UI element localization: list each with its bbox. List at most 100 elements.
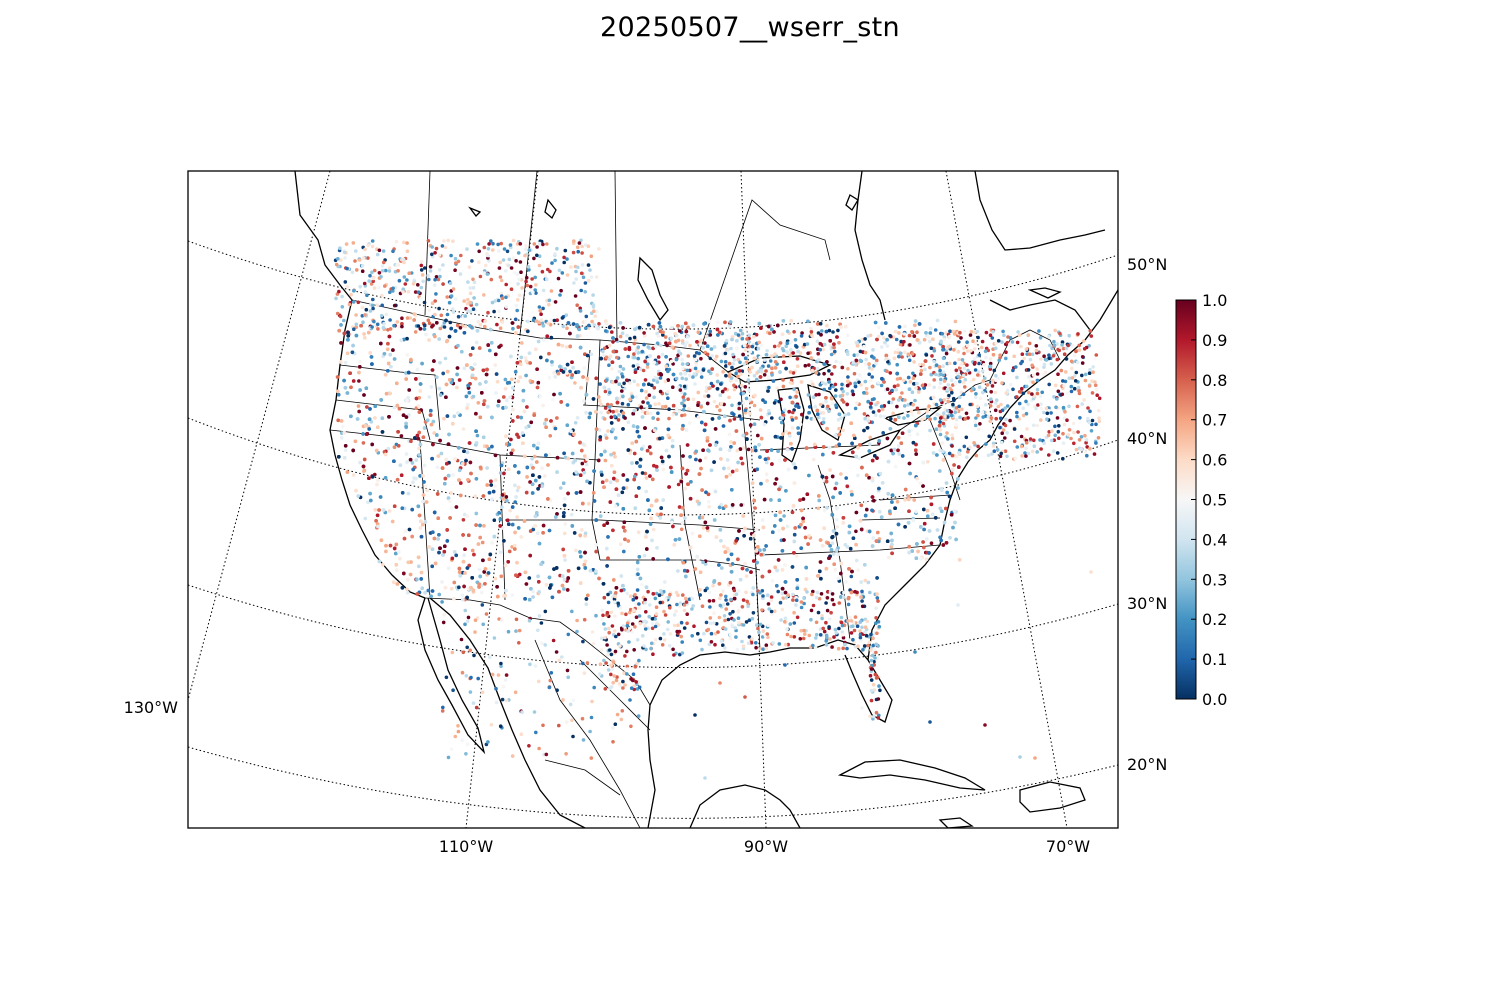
station-point [914, 452, 918, 456]
station-point [700, 488, 704, 492]
station-point [465, 450, 470, 455]
station-point [859, 580, 863, 584]
station-point [457, 585, 461, 590]
station-point [649, 451, 653, 456]
station-point [474, 429, 478, 434]
station-point [752, 356, 757, 361]
station-point [907, 429, 911, 434]
station-point [569, 429, 573, 434]
station-point [609, 421, 614, 425]
station-point [893, 464, 898, 469]
station-point [804, 577, 809, 581]
station-point [482, 524, 486, 528]
station-point [499, 463, 504, 468]
station-point [684, 574, 688, 579]
station-point [442, 416, 446, 421]
station-point [816, 415, 821, 420]
station-point [375, 482, 379, 487]
station-point [666, 427, 671, 432]
station-point [875, 456, 879, 460]
station-point [885, 337, 889, 342]
station-point [454, 505, 459, 509]
station-point [422, 426, 427, 430]
station-point [427, 545, 431, 549]
station-point [702, 322, 706, 326]
station-point [339, 323, 343, 327]
station-point [363, 336, 367, 340]
station-point [470, 259, 474, 263]
station-point [618, 321, 623, 325]
station-point [448, 499, 452, 503]
station-point [817, 494, 821, 498]
station-point [381, 508, 386, 512]
station-point [418, 474, 422, 478]
station-point [557, 589, 561, 594]
station-point [587, 323, 591, 328]
station-point [555, 455, 560, 460]
station-point [444, 395, 448, 400]
station-point [456, 323, 460, 328]
station-point [776, 558, 781, 562]
station-point [482, 399, 487, 403]
station-point [640, 447, 644, 451]
station-point [730, 488, 734, 492]
station-point [346, 338, 350, 342]
station-point [728, 580, 733, 585]
station-point [907, 509, 911, 513]
station-point [549, 583, 553, 587]
station-point [520, 431, 525, 435]
station-point [511, 407, 515, 412]
station-point [583, 454, 587, 458]
station-point [790, 447, 794, 451]
station-point [343, 444, 348, 448]
station-point [481, 368, 486, 373]
station-point [870, 384, 875, 389]
station-point [835, 335, 839, 339]
station-point [791, 351, 795, 355]
station-point [485, 367, 489, 372]
station-point [474, 411, 478, 416]
station-point [482, 402, 486, 407]
station-point [621, 473, 626, 477]
station-point [565, 403, 570, 407]
station-point [821, 452, 825, 457]
station-point [688, 545, 693, 550]
station-point [780, 586, 785, 591]
station-point [612, 578, 616, 582]
station-point [715, 387, 720, 391]
station-point [949, 512, 954, 517]
station-point [834, 548, 839, 553]
station-point [385, 347, 390, 352]
station-point [764, 353, 769, 357]
station-point [498, 260, 503, 265]
station-point [537, 590, 541, 594]
station-point [524, 582, 529, 586]
station-point [815, 590, 820, 595]
station-point [416, 436, 421, 441]
station-point [368, 407, 372, 411]
station-point [581, 501, 585, 506]
station-point [777, 487, 781, 492]
station-point [655, 512, 660, 517]
station-point [376, 478, 380, 483]
station-point [863, 563, 867, 567]
station-point [592, 469, 596, 473]
station-point [831, 401, 835, 406]
station-point [588, 568, 593, 573]
station-point [944, 541, 949, 545]
station-point [820, 544, 825, 548]
station-point [944, 481, 949, 485]
station-point [839, 472, 843, 476]
station-point [556, 371, 561, 376]
station-point [515, 488, 520, 493]
station-point [870, 458, 875, 463]
station-point [592, 499, 597, 503]
station-point [475, 433, 480, 438]
station-point [892, 447, 897, 452]
station-point [863, 513, 868, 518]
station-point [676, 482, 681, 487]
station-point [645, 529, 649, 534]
station-point [773, 481, 777, 486]
station-point [481, 435, 486, 440]
station-point [892, 356, 897, 361]
